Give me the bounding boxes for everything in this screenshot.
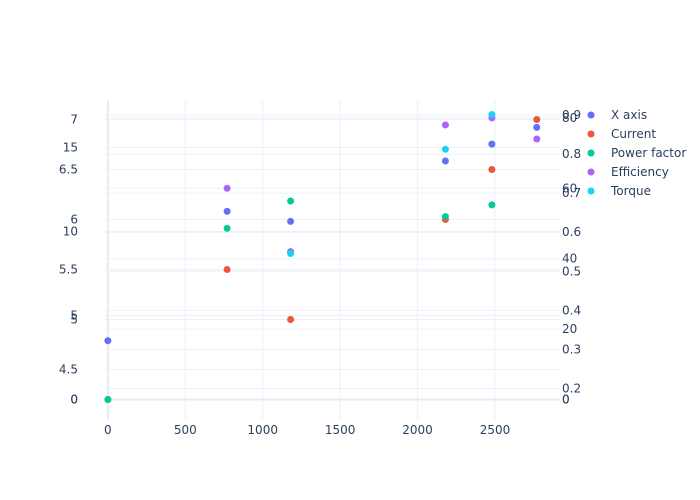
x-tick-label: 0 bbox=[104, 423, 112, 437]
legend-label[interactable]: X axis bbox=[611, 108, 647, 122]
point-x-axis[interactable] bbox=[488, 140, 496, 148]
y3-tick-label: 0 bbox=[562, 393, 570, 407]
legend-marker[interactable] bbox=[587, 168, 595, 176]
point-power-factor[interactable] bbox=[104, 396, 112, 403]
y3-tick-label: 0.6 bbox=[562, 225, 581, 239]
y4-tick-label: 40 bbox=[562, 252, 577, 266]
y1-tick-label: 15 bbox=[63, 141, 78, 155]
y4-tick-label: 20 bbox=[562, 322, 577, 336]
y3-tick-label: 0.9 bbox=[562, 108, 581, 122]
points bbox=[104, 111, 541, 403]
point-efficiency[interactable] bbox=[223, 184, 231, 192]
y3-tick-label: 0.7 bbox=[562, 186, 581, 200]
legend-label[interactable]: Efficiency bbox=[611, 165, 669, 179]
legend-marker[interactable] bbox=[587, 187, 595, 195]
y1-tick-label: 5 bbox=[70, 309, 78, 323]
point-current[interactable] bbox=[287, 316, 295, 323]
y4-tick-label: 0 bbox=[562, 393, 570, 407]
x-tick-label: 1000 bbox=[247, 423, 278, 437]
point-power-factor[interactable] bbox=[441, 213, 449, 221]
point-current[interactable] bbox=[533, 116, 541, 123]
legend-marker[interactable] bbox=[587, 130, 595, 138]
legend-label[interactable]: Current bbox=[611, 127, 656, 141]
y2-tick-label: 7 bbox=[70, 113, 78, 127]
y2-tick-label: 5 bbox=[70, 313, 78, 327]
point-x-axis[interactable] bbox=[223, 207, 231, 215]
y3-tick-label: 0.4 bbox=[562, 303, 581, 317]
y2-tick-label: 6 bbox=[70, 213, 78, 227]
grid bbox=[105, 100, 560, 420]
x-tick-label: 1500 bbox=[325, 423, 356, 437]
y1-tick-label: 10 bbox=[63, 225, 78, 239]
point-efficiency[interactable] bbox=[441, 121, 449, 129]
point-torque[interactable] bbox=[488, 111, 496, 119]
legend: X axis Current Power factor Efficiency Torqu… bbox=[587, 108, 686, 198]
y4-tick-label: 60 bbox=[562, 181, 577, 195]
y2-tick-label: 4.5 bbox=[59, 363, 78, 377]
y2-tick-label: 5.5 bbox=[59, 263, 78, 277]
legend-marker[interactable] bbox=[587, 111, 595, 119]
y3-tick-label: 0.3 bbox=[562, 342, 581, 356]
x-tick-label: 2000 bbox=[402, 423, 433, 437]
x-tick-label: 2500 bbox=[480, 423, 511, 437]
point-current[interactable] bbox=[223, 266, 231, 273]
point-x-axis[interactable] bbox=[441, 157, 449, 165]
y3-tick-label: 0.8 bbox=[562, 147, 581, 161]
y3-tick-label: 0.2 bbox=[562, 382, 581, 396]
point-current[interactable] bbox=[488, 166, 496, 173]
legend-label[interactable]: Torque bbox=[610, 184, 651, 198]
point-power-factor[interactable] bbox=[287, 197, 295, 205]
point-x-axis[interactable] bbox=[533, 123, 541, 131]
point-torque[interactable] bbox=[441, 145, 449, 153]
x-tick-label: 500 bbox=[174, 423, 197, 437]
y4-tick-label: 80 bbox=[562, 111, 577, 125]
point-power-factor[interactable] bbox=[488, 201, 496, 209]
point-torque[interactable] bbox=[287, 250, 295, 258]
legend-marker[interactable] bbox=[587, 149, 595, 157]
y2-tick-label: 6.5 bbox=[59, 163, 78, 177]
point-efficiency[interactable] bbox=[533, 135, 541, 143]
point-x-axis[interactable] bbox=[287, 217, 295, 225]
point-power-factor[interactable] bbox=[223, 224, 231, 232]
y1-tick-label: 0 bbox=[70, 393, 78, 407]
y3-tick-label: 0.5 bbox=[562, 264, 581, 278]
legend-label[interactable]: Power factor bbox=[611, 146, 686, 160]
y2-tick-label: 0 bbox=[70, 393, 78, 407]
point-x-axis[interactable] bbox=[104, 337, 112, 345]
